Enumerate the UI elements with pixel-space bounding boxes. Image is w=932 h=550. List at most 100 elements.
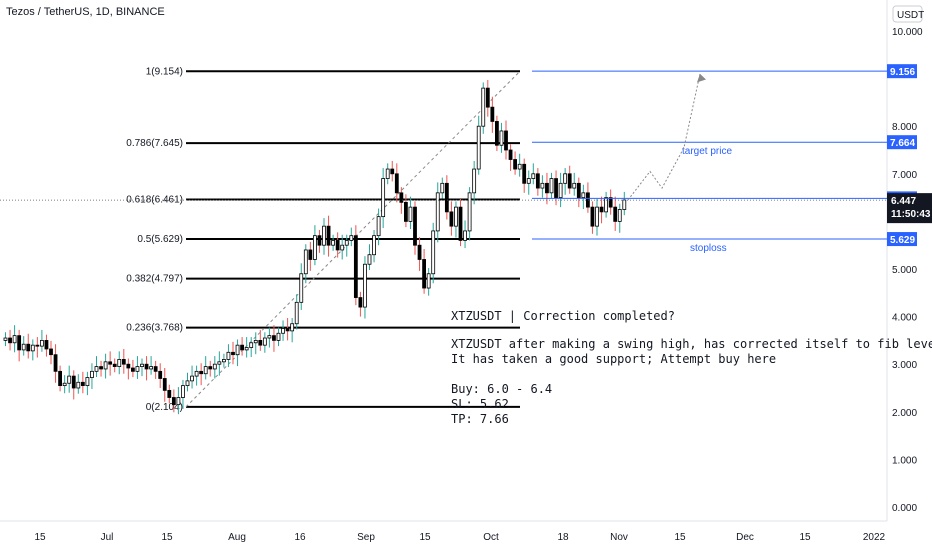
fib-retracement[interactable]: 1(9.154) 0.786(7.645) 0.618(6.461) 0.5(5.62… <box>126 66 521 413</box>
currency-box[interactable] <box>892 5 923 23</box>
candle-body <box>276 332 281 341</box>
level-annotation: target price <box>682 146 732 157</box>
candle-body <box>444 182 449 213</box>
candle-body <box>417 244 422 260</box>
candle-body <box>617 209 622 222</box>
candle-body <box>322 225 326 246</box>
chart-title: Tezos / TetherUS, 1D, BINANCE <box>6 6 165 18</box>
price-tick: 2.000 <box>892 408 917 419</box>
candle-body <box>458 206 463 241</box>
candle-body <box>262 337 267 346</box>
candle-body <box>126 363 131 369</box>
candle-body <box>44 339 49 350</box>
candle-body <box>435 192 440 232</box>
fib-label: 0.5(5.629) <box>137 234 183 245</box>
candle-body <box>58 370 62 387</box>
candle-body <box>540 182 545 189</box>
time-tick: 15 <box>34 532 46 543</box>
last-price-label: 6.447 <box>891 196 916 207</box>
candle-body <box>12 335 17 344</box>
candle-body <box>531 173 536 179</box>
price-tick: 0.000 <box>892 503 917 514</box>
level-price-label: 7.664 <box>890 138 915 149</box>
candle-body <box>399 192 404 203</box>
candle-body <box>235 344 240 356</box>
fib-label: 0.236(3.768) <box>126 323 183 334</box>
time-tick: 15 <box>419 532 431 543</box>
time-axis[interactable]: 15 Jul 15 Aug 16 Sep 15 Oct 18 Nov 15 Dec 15 2022 <box>34 532 885 543</box>
time-tick: 15 <box>674 532 686 543</box>
time-tick: 15 <box>161 532 173 543</box>
candle-body <box>62 382 67 387</box>
candle-body <box>176 397 181 406</box>
candle-body <box>454 206 458 227</box>
candle-body <box>549 178 554 194</box>
candle-body <box>112 363 117 367</box>
candle-body <box>494 121 499 146</box>
time-tick: Oct <box>483 532 499 543</box>
candle-body <box>563 173 568 184</box>
level-price-tag <box>887 64 917 79</box>
candle-body <box>21 343 26 351</box>
time-tick: 18 <box>557 532 569 543</box>
candle-body <box>554 178 558 198</box>
candle-body <box>203 366 208 375</box>
candle-body <box>422 259 427 289</box>
candle-body <box>358 297 363 308</box>
candle-body <box>285 328 290 332</box>
candle-body <box>567 173 572 189</box>
candle-body <box>76 381 81 389</box>
candle-body <box>144 363 149 370</box>
candle-body <box>71 375 76 389</box>
candle-body <box>622 199 627 210</box>
note-line-1: XTZUSDT | Correction completed? <box>451 309 675 323</box>
fib-label: 0(2.104) <box>146 402 183 413</box>
note-line-4: Buy: 6.0 - 6.4 <box>451 382 552 396</box>
candle-body <box>408 206 413 222</box>
candle-body <box>49 348 53 356</box>
candle-body <box>108 361 113 365</box>
price-tick: 10.000 <box>892 27 923 38</box>
time-tick: Jul <box>101 532 114 543</box>
candle-body <box>499 130 504 146</box>
candle-body <box>526 178 531 184</box>
candle-body <box>586 192 590 208</box>
candle-body <box>508 149 513 160</box>
candle-body <box>208 366 213 370</box>
candle-body <box>26 343 31 352</box>
projection-path <box>627 73 701 201</box>
candle-body <box>267 335 272 339</box>
candle-body <box>249 342 254 348</box>
countdown-label: 11:50:43 <box>891 209 931 220</box>
candle-body <box>590 206 595 227</box>
candle-body <box>221 359 226 363</box>
candle-body <box>67 375 72 384</box>
candle-body <box>303 249 308 275</box>
candle-body <box>595 206 599 227</box>
candle-body <box>467 192 472 232</box>
candle-body <box>463 230 467 241</box>
time-tick: 16 <box>294 532 306 543</box>
candle-body <box>403 201 408 222</box>
candle-body <box>485 87 490 108</box>
candle-body <box>340 244 345 251</box>
candle-body <box>545 182 549 194</box>
candle-body <box>167 389 172 398</box>
level-price-label: 9.156 <box>890 67 915 78</box>
price-axis[interactable]: USDT 0.000 1.000 2.000 3.000 4.000 5.000 7.000 8… <box>892 5 924 514</box>
candle-body <box>344 240 349 246</box>
candle-body <box>80 381 85 387</box>
candle-body <box>308 249 313 260</box>
text-note[interactable]: XTZUSDT | Correction completed? XTZUSDT … <box>451 309 932 426</box>
time-tick: 2022 <box>863 532 886 543</box>
time-tick: Dec <box>736 532 754 543</box>
candle-body <box>8 337 12 344</box>
candle-body <box>490 106 495 122</box>
candle-body <box>181 385 185 398</box>
candle-body <box>394 173 399 194</box>
candle-body <box>440 182 445 194</box>
candle-body <box>40 339 44 347</box>
candle-body <box>581 192 586 198</box>
